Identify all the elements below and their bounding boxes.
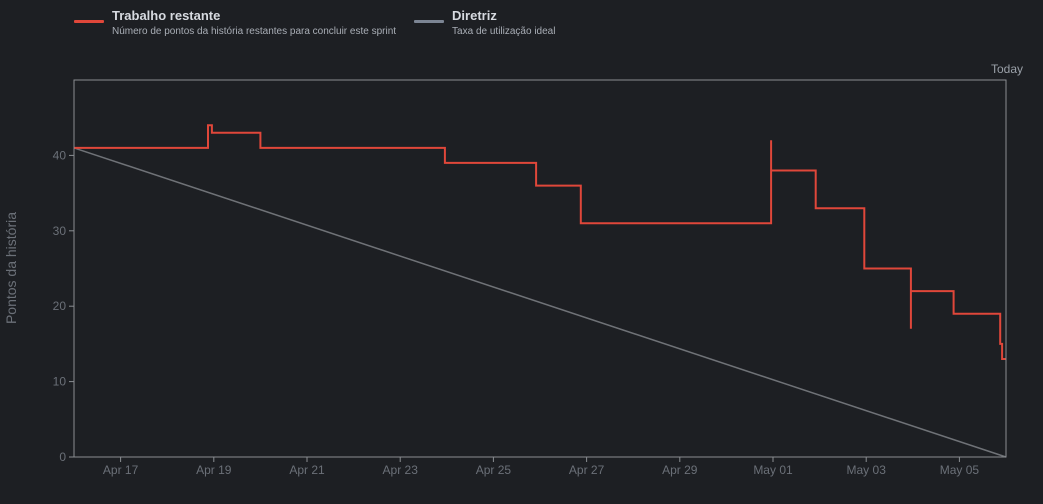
x-tick-label: Apr 27 <box>569 463 605 477</box>
x-tick-label: Apr 21 <box>289 463 325 477</box>
x-tick-label: Apr 19 <box>196 463 232 477</box>
legend-name-remaining-work: Trabalho restante <box>112 8 221 23</box>
legend-name-guideline: Diretriz <box>452 8 497 23</box>
x-tick-label: Apr 23 <box>383 463 419 477</box>
x-tick-label: Apr 29 <box>662 463 698 477</box>
plot-frame <box>73 79 1007 458</box>
x-tick-label: May 03 <box>847 463 887 477</box>
legend-description-remaining-work: Número de pontos da história restantes p… <box>112 26 397 37</box>
x-axis-ticks: Apr 17 Apr 19 Apr 21 Apr 23 Apr 25 Apr 27 Apr … <box>103 457 979 477</box>
y-tick-label: 20 <box>53 299 67 313</box>
today-label: Today <box>991 62 1023 76</box>
y-axis-ticks: 0 10 20 30 40 <box>53 148 74 464</box>
remaining-work-series-line <box>74 124 1006 360</box>
y-tick-label: 40 <box>53 148 67 162</box>
legend: Trabalho restante Número de pontos da hi… <box>74 8 555 40</box>
x-tick-label: Apr 17 <box>103 463 139 477</box>
y-tick-label: 10 <box>53 375 67 389</box>
guideline-series-line <box>73 147 1007 458</box>
legend-description-guideline: Taxa de utilização ideal <box>452 26 556 37</box>
legend-swatch-guideline <box>414 20 445 23</box>
x-tick-label: Apr 25 <box>476 463 512 477</box>
legend-item-remaining-work[interactable]: Trabalho restante Número de pontos da hi… <box>74 8 396 40</box>
x-tick-label: May 01 <box>753 463 793 477</box>
y-tick-label: 30 <box>53 224 67 238</box>
legend-swatch-remaining-work <box>74 20 104 23</box>
x-tick-label: May 05 <box>940 463 980 477</box>
y-tick-label: 0 <box>59 450 66 464</box>
legend-item-guideline[interactable]: Diretriz Taxa de utilização ideal <box>414 8 555 40</box>
